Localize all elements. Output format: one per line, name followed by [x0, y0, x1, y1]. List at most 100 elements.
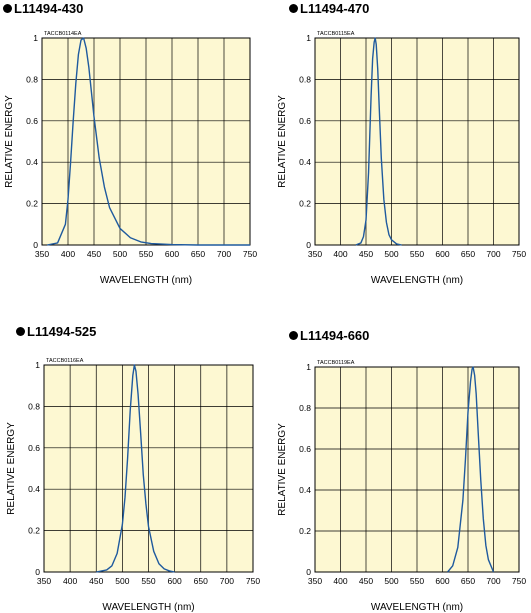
y-tick-label: 0.6: [299, 444, 311, 454]
chart-code-label: TACCB0119EA: [317, 360, 355, 366]
y-tick-label: 0.8: [26, 74, 38, 84]
series-line: [47, 37, 250, 246]
series-line: [447, 366, 495, 573]
y-tick-label: 0.2: [28, 526, 40, 536]
y-tick-label: 0.4: [28, 484, 40, 494]
y-tick-label: 0.2: [299, 526, 311, 536]
x-axis-label: WAVELENGTH (nm): [102, 602, 194, 613]
y-tick-label: 0.6: [28, 443, 40, 453]
x-tick-label: 500: [384, 249, 398, 259]
y-tick-label: 0.4: [299, 157, 311, 167]
y-tick-label: 0.8: [299, 403, 311, 413]
x-tick-label: 600: [168, 576, 182, 586]
series-line: [96, 364, 175, 573]
chart-title: L11494-660: [289, 328, 369, 343]
x-tick-label: 350: [37, 576, 51, 586]
plot-frame: [314, 366, 520, 573]
y-tick-label: 0: [35, 567, 40, 577]
bullet-icon: [3, 4, 12, 13]
x-tick-label: 550: [141, 576, 155, 586]
y-axis-label: RELATIVE ENERGY: [277, 95, 288, 188]
y-axis-label: RELATIVE ENERGY: [277, 423, 288, 516]
x-tick-label: 700: [486, 576, 500, 586]
y-axis-label: RELATIVE ENERGY: [4, 95, 15, 188]
y-tick-label: 0.6: [26, 116, 38, 126]
spectrum-chart-525: 350 400 450 500 550 600 650 700 750 0 0.2 0.4 0.6 0.8…: [6, 358, 260, 613]
x-tick-label: 750: [512, 576, 526, 586]
y-tick-label: 1: [306, 362, 311, 372]
x-tick-label: 700: [486, 249, 500, 259]
y-tick-label: 0: [306, 240, 311, 250]
x-tick-label: 700: [217, 249, 231, 259]
x-tick-label: 450: [89, 576, 103, 586]
chart-code-label: TACCB0114EA: [44, 31, 82, 37]
x-tick-label: 400: [63, 576, 77, 586]
x-tick-label: 350: [35, 249, 49, 259]
x-tick-label: 450: [87, 249, 101, 259]
chart-title-text: L11494-470: [300, 1, 370, 16]
plot-frame: [43, 364, 254, 573]
chart-title-text: L11494-660: [300, 328, 370, 343]
x-tick-label: 350: [308, 576, 322, 586]
y-tick-label: 0.6: [299, 116, 311, 126]
x-tick-label: 400: [61, 249, 75, 259]
y-tick-label: 0.2: [26, 199, 38, 209]
chart-title: L11494-470: [289, 1, 369, 16]
y-tick-label: 0.8: [28, 401, 40, 411]
x-tick-label: 650: [194, 576, 208, 586]
y-tick-label: 0: [306, 567, 311, 577]
chart-code-label: TACCB0116EA: [46, 358, 84, 364]
x-axis-label: WAVELENGTH (nm): [371, 602, 463, 613]
x-tick-label: 650: [461, 576, 475, 586]
y-tick-label: 1: [306, 33, 311, 43]
y-tick-label: 0.8: [299, 74, 311, 84]
chart-title: L11494-525: [16, 324, 96, 339]
x-tick-label: 600: [435, 576, 449, 586]
y-tick-label: 0.2: [299, 199, 311, 209]
chart-title: L11494-430: [3, 1, 83, 16]
spectrum-chart-430: 350 400 450 500 550 600 650 700 750 0 0.2 0.4 0.6 0.8…: [4, 31, 257, 286]
y-tick-label: 1: [35, 360, 40, 370]
x-axis-label: WAVELENGTH (nm): [100, 275, 192, 286]
chart-panel-525: L11494-525 350 400 450 500 550 600 650 700 750 0 0…: [0, 306, 265, 613]
y-tick-label: 0: [33, 240, 38, 250]
bullet-icon: [16, 327, 25, 336]
chart-panel-660: L11494-660 350 400 450 500 550 600 650 700 750 0 0…: [265, 306, 531, 613]
x-tick-label: 750: [512, 249, 526, 259]
x-tick-label: 500: [113, 249, 127, 259]
x-tick-label: 650: [461, 249, 475, 259]
x-tick-label: 550: [410, 576, 424, 586]
x-tick-label: 350: [308, 249, 322, 259]
x-axis-label: WAVELENGTH (nm): [371, 275, 463, 286]
chart-title-text: L11494-525: [27, 324, 97, 339]
spectrum-chart-470: 350 400 450 500 550 600 650 700 750 0 0.2 0.4 0.6 0.8…: [277, 31, 526, 286]
x-tick-label: 600: [435, 249, 449, 259]
plot-frame: [41, 37, 251, 246]
x-tick-label: 700: [220, 576, 234, 586]
x-tick-label: 550: [410, 249, 424, 259]
x-tick-label: 450: [359, 576, 373, 586]
x-tick-label: 750: [243, 249, 257, 259]
chart-title-text: L11494-430: [14, 1, 84, 16]
chart-panel-430: L11494-430 350 400 450 500 550 600 650 700 750 0 0…: [0, 0, 265, 306]
x-tick-label: 450: [359, 249, 373, 259]
y-tick-label: 0.4: [299, 485, 311, 495]
plot-frame: [314, 37, 520, 246]
x-tick-label: 400: [333, 249, 347, 259]
x-tick-label: 650: [191, 249, 205, 259]
x-tick-label: 600: [165, 249, 179, 259]
x-tick-label: 550: [139, 249, 153, 259]
y-axis-label: RELATIVE ENERGY: [6, 422, 17, 515]
bullet-icon: [289, 331, 298, 340]
chart-panel-470: L11494-470 350 400 450 500 550 600 650 700 750 0 0…: [265, 0, 531, 306]
spectrum-chart-660: 350 400 450 500 550 600 650 700 750 0 0.2 0.4 0.6 0.8…: [277, 360, 526, 613]
x-tick-label: 500: [115, 576, 129, 586]
series-line: [355, 37, 402, 246]
y-tick-label: 1: [33, 33, 38, 43]
x-tick-label: 500: [384, 576, 398, 586]
y-tick-label: 0.4: [26, 157, 38, 167]
x-tick-label: 400: [333, 576, 347, 586]
x-tick-label: 750: [246, 576, 260, 586]
chart-code-label: TACCB0115EA: [317, 31, 355, 37]
bullet-icon: [289, 4, 298, 13]
